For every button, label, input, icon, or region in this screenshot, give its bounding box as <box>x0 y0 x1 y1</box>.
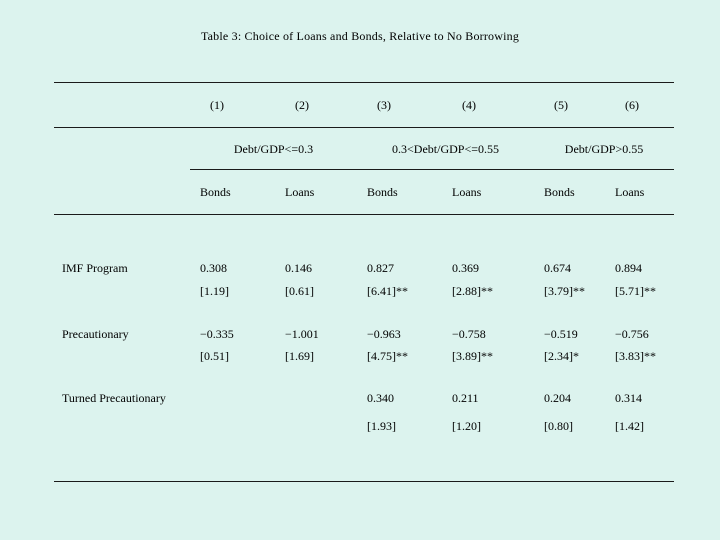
tstat-cell: [3.83]** <box>615 349 656 363</box>
tstat-cell: [6.41]** <box>367 284 408 298</box>
coef-cell: −0.758 <box>452 327 486 341</box>
column-number: (3) <box>377 98 391 112</box>
tstat-cell: [1.42] <box>615 419 644 433</box>
column-number: (6) <box>625 98 639 112</box>
coef-cell <box>275 390 357 406</box>
column-type: Loans <box>615 185 645 199</box>
column-type-row: Bonds Loans Bonds Loans Bonds Loans <box>54 184 674 200</box>
table-row: Turned Precautionary 0.340 0.211 0.204 0… <box>54 390 674 406</box>
empty-cell <box>54 97 190 113</box>
table-row-tstats: [0.51] [1.69] [4.75]** [3.89]** [2.34]* … <box>54 348 674 364</box>
coef-cell: 0.314 <box>615 391 642 405</box>
rule-bottom <box>54 481 674 482</box>
rule-under-group-headers <box>190 169 674 170</box>
tstat-cell <box>275 418 357 434</box>
rule-top <box>54 82 674 83</box>
coef-cell <box>190 390 275 406</box>
empty-cell <box>54 418 190 434</box>
coef-cell: 0.340 <box>367 391 394 405</box>
column-number: (5) <box>554 98 568 112</box>
tstat-cell: [0.61] <box>285 284 314 298</box>
coef-cell: −1.001 <box>285 327 319 341</box>
column-type: Bonds <box>544 185 575 199</box>
coef-cell: 0.146 <box>285 261 312 275</box>
coef-cell: −0.756 <box>615 327 649 341</box>
tstat-cell <box>190 418 275 434</box>
column-type: Bonds <box>200 185 231 199</box>
group-header-row: Debt/GDP<=0.3 0.3<Debt/GDP<=0.55 Debt/GD… <box>54 141 674 157</box>
tstat-cell: [1.20] <box>452 419 481 433</box>
rule-under-column-numbers <box>54 127 674 128</box>
column-type: Loans <box>452 185 482 199</box>
tstat-cell: [3.79]** <box>544 284 585 298</box>
column-number: (4) <box>462 98 476 112</box>
row-label: Turned Precautionary <box>62 391 166 405</box>
coef-cell: −0.519 <box>544 327 578 341</box>
column-number: (1) <box>210 98 224 112</box>
coef-cell: 0.211 <box>452 391 479 405</box>
table-row-tstats: [1.93] [1.20] [0.80] [1.42] <box>54 418 674 434</box>
coef-cell: 0.894 <box>615 261 642 275</box>
table-row-tstats: [1.19] [0.61] [6.41]** [2.88]** [3.79]**… <box>54 283 674 299</box>
coef-cell: 0.674 <box>544 261 571 275</box>
tstat-cell: [0.51] <box>200 349 229 363</box>
tstat-cell: [0.80] <box>544 419 573 433</box>
tstat-cell: [5.71]** <box>615 284 656 298</box>
coef-cell: 0.308 <box>200 261 227 275</box>
empty-cell <box>54 141 190 157</box>
group-header-debt-mid: 0.3<Debt/GDP<=0.55 <box>392 142 499 156</box>
group-header-debt-high: Debt/GDP>0.55 <box>564 142 644 156</box>
rule-under-column-types <box>54 214 674 215</box>
column-type: Loans <box>285 185 315 199</box>
table-title: Table 3: Choice of Loans and Bonds, Rela… <box>200 29 520 43</box>
coef-cell: 0.369 <box>452 261 479 275</box>
table-row: IMF Program 0.308 0.146 0.827 0.369 0.67… <box>54 260 674 276</box>
column-number-row: (1) (2) (3) (4) (5) (6) <box>54 97 674 113</box>
group-header-debt-low: Debt/GDP<=0.3 <box>233 142 314 156</box>
tstat-cell: [3.89]** <box>452 349 493 363</box>
tstat-cell: [2.88]** <box>452 284 493 298</box>
tstat-cell: [1.19] <box>200 284 229 298</box>
coef-cell: −0.335 <box>200 327 234 341</box>
column-type: Bonds <box>367 185 398 199</box>
tstat-cell: [1.93] <box>367 419 396 433</box>
column-number: (2) <box>295 98 309 112</box>
empty-cell <box>54 283 190 299</box>
coef-cell: −0.963 <box>367 327 401 341</box>
empty-cell <box>54 348 190 364</box>
tstat-cell: [4.75]** <box>367 349 408 363</box>
empty-cell <box>54 184 190 200</box>
tstat-cell: [1.69] <box>285 349 314 363</box>
table-row: Precautionary −0.335 −1.001 −0.963 −0.75… <box>54 326 674 342</box>
coef-cell: 0.204 <box>544 391 571 405</box>
row-label: Precautionary <box>62 327 129 341</box>
row-label: IMF Program <box>62 261 128 275</box>
coef-cell: 0.827 <box>367 261 394 275</box>
tstat-cell: [2.34]* <box>544 349 579 363</box>
